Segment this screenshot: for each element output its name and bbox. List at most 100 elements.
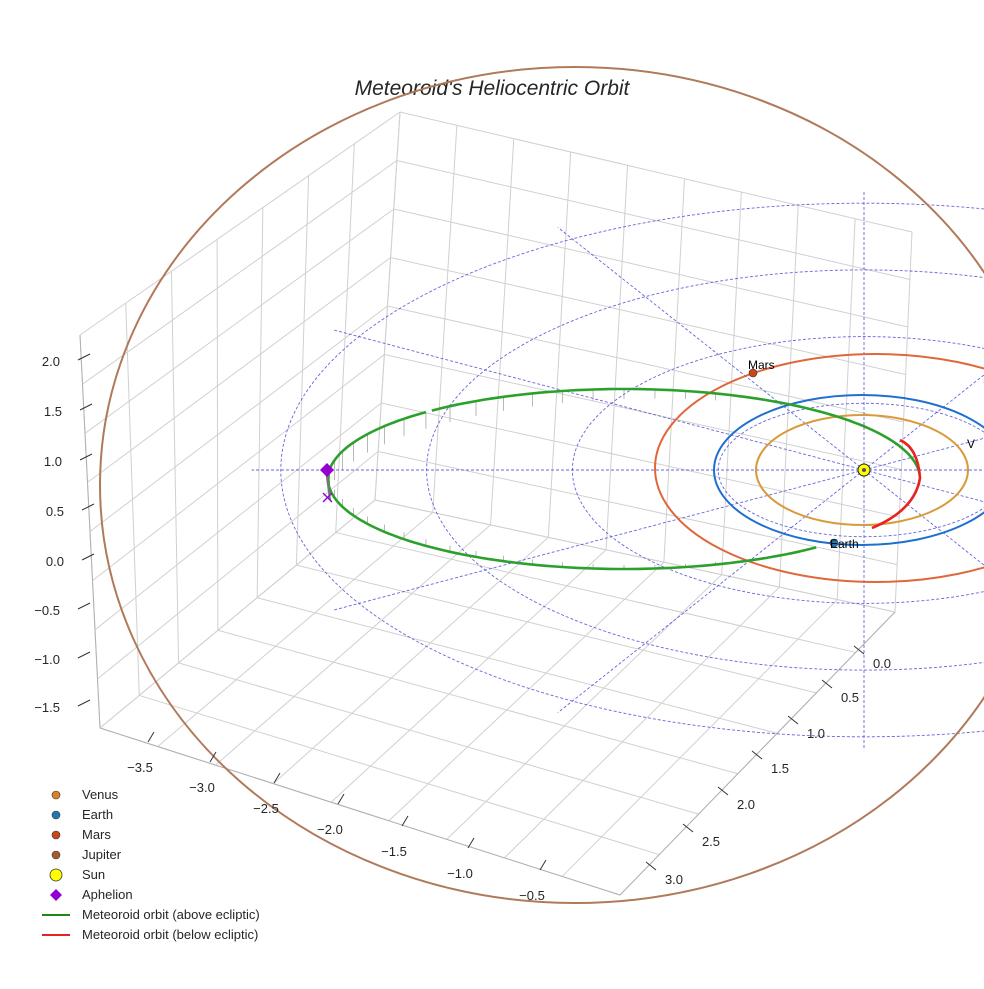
floor-grid-line (178, 662, 699, 815)
earth-marker (829, 538, 839, 548)
floor-grid-line (335, 532, 856, 653)
markers: Mars Earth V (320, 358, 975, 551)
legend-label: Meteoroid orbit (above ecliptic) (82, 907, 260, 922)
x-tick-label: −3.0 (189, 780, 215, 795)
meteoroid-orbit-above-ecliptic (431, 387, 921, 475)
y-tick-mark (645, 861, 657, 871)
pane-grid-line (82, 159, 911, 385)
floor-grid-line (504, 586, 780, 859)
pane-grid-line (87, 256, 906, 483)
x-tick-mark (209, 751, 217, 763)
floor-grid-line (446, 574, 723, 840)
z-tick-mark (81, 553, 95, 561)
z-tick-mark (77, 651, 91, 659)
meteoroid-orbit-below-ecliptic (871, 438, 922, 530)
pane-grid-line (94, 402, 900, 631)
meteoroid-orbit (325, 387, 922, 571)
z-axis-line (79, 334, 101, 729)
x-tick-mark (467, 837, 475, 849)
legend-marker-mars (51, 830, 61, 840)
z-tick-mark (77, 353, 91, 361)
x-tick-label: −1.0 (447, 866, 473, 881)
legend: Venus Earth Mars Jupiter Sun Aphelion Meteoroi… (42, 787, 260, 942)
x-axis-line (99, 727, 621, 896)
pane-grid (79, 111, 913, 896)
z-tick-mark (81, 503, 95, 511)
y-tick-mark (787, 715, 799, 725)
z-tick-mark (77, 699, 91, 707)
y-tick-label: 1.0 (807, 726, 825, 741)
y-tick-mark (682, 823, 694, 833)
floor-grid-line (257, 597, 778, 734)
y-tick-label: 2.5 (702, 834, 720, 849)
x-tick-label: −3.5 (127, 760, 153, 775)
mars-orbit (654, 353, 984, 583)
x-tick-mark (147, 731, 155, 743)
sun-center (862, 468, 866, 472)
ecliptic-grid-spoke (333, 469, 865, 611)
y-tick-label: 3.0 (665, 872, 683, 887)
floor-grid-line (215, 524, 491, 766)
z-tick-label: 1.0 (44, 454, 62, 469)
aphelion-marker (320, 463, 334, 477)
legend-label: Mars (82, 827, 111, 842)
meteoroid-orbit-above-ecliptic (326, 410, 817, 571)
z-tick-mark (77, 602, 91, 610)
pane-grid-line (97, 450, 898, 680)
floor-grid-line (296, 564, 817, 694)
aphelion-projection-marker (322, 492, 333, 503)
mars-label: Mars (748, 358, 775, 372)
x-tick-mark (401, 815, 409, 827)
floor-grid-line (217, 629, 738, 775)
ecliptic-grid-spoke (333, 329, 865, 471)
ecliptic-grid-spoke (863, 469, 984, 503)
floor-grid-line (374, 499, 896, 613)
floor-grid-line (272, 536, 549, 785)
mars-marker (748, 368, 758, 378)
floor-grid-line (388, 561, 665, 822)
legend-label: Jupiter (82, 847, 122, 862)
x-tick-label: −0.5 (519, 888, 545, 903)
legend-label: Aphelion (82, 887, 133, 902)
earth-orbit (713, 394, 984, 546)
ecliptic-grid-spoke (863, 469, 984, 566)
x-tick-mark (273, 772, 281, 784)
floor-grid-line (139, 694, 660, 856)
ecliptic-grid-spoke (863, 374, 984, 471)
z-tick-label: −1.0 (34, 652, 60, 667)
x-tick-mark (337, 793, 345, 805)
venus-orbit (755, 414, 969, 526)
y-tick-mark (821, 679, 833, 689)
y-axis-line (619, 611, 896, 896)
y-tick-mark (751, 750, 763, 760)
ecliptic-grid-spoke (863, 437, 984, 471)
pane-grid-line (89, 305, 904, 532)
z-tick-label: 2.0 (42, 354, 60, 369)
legend-marker-earth (51, 810, 61, 820)
legend-marker-aphelion (50, 889, 62, 901)
jupiter-orbit (99, 66, 984, 904)
z-tick-label: 0.0 (46, 554, 64, 569)
ecliptic-reference-grid (251, 189, 984, 751)
venus-label: V (967, 437, 975, 451)
y-tick-mark (717, 786, 729, 796)
floor-grid-line (99, 499, 376, 729)
earth-label: Earth (830, 537, 859, 551)
z-tick-label: 0.5 (46, 504, 64, 519)
z-tick-mark (79, 403, 93, 411)
floor-grid-line (561, 599, 838, 877)
legend-label: Sun (82, 867, 105, 882)
floor-grid-line (157, 512, 434, 747)
x-tick-label: −2.0 (317, 822, 343, 837)
z-tick-label: −1.5 (34, 700, 60, 715)
legend-marker-sun (49, 868, 63, 882)
ecliptic-grid-spoke (557, 469, 865, 713)
z-tick-label: −0.5 (34, 603, 60, 618)
chart-title: Meteoroid's Heliocentric Orbit (355, 77, 631, 100)
x-tick-mark (539, 859, 547, 871)
z-tick-label: 1.5 (44, 404, 62, 419)
legend-marker-jupiter (51, 850, 61, 860)
pane-grid-line (79, 111, 913, 336)
